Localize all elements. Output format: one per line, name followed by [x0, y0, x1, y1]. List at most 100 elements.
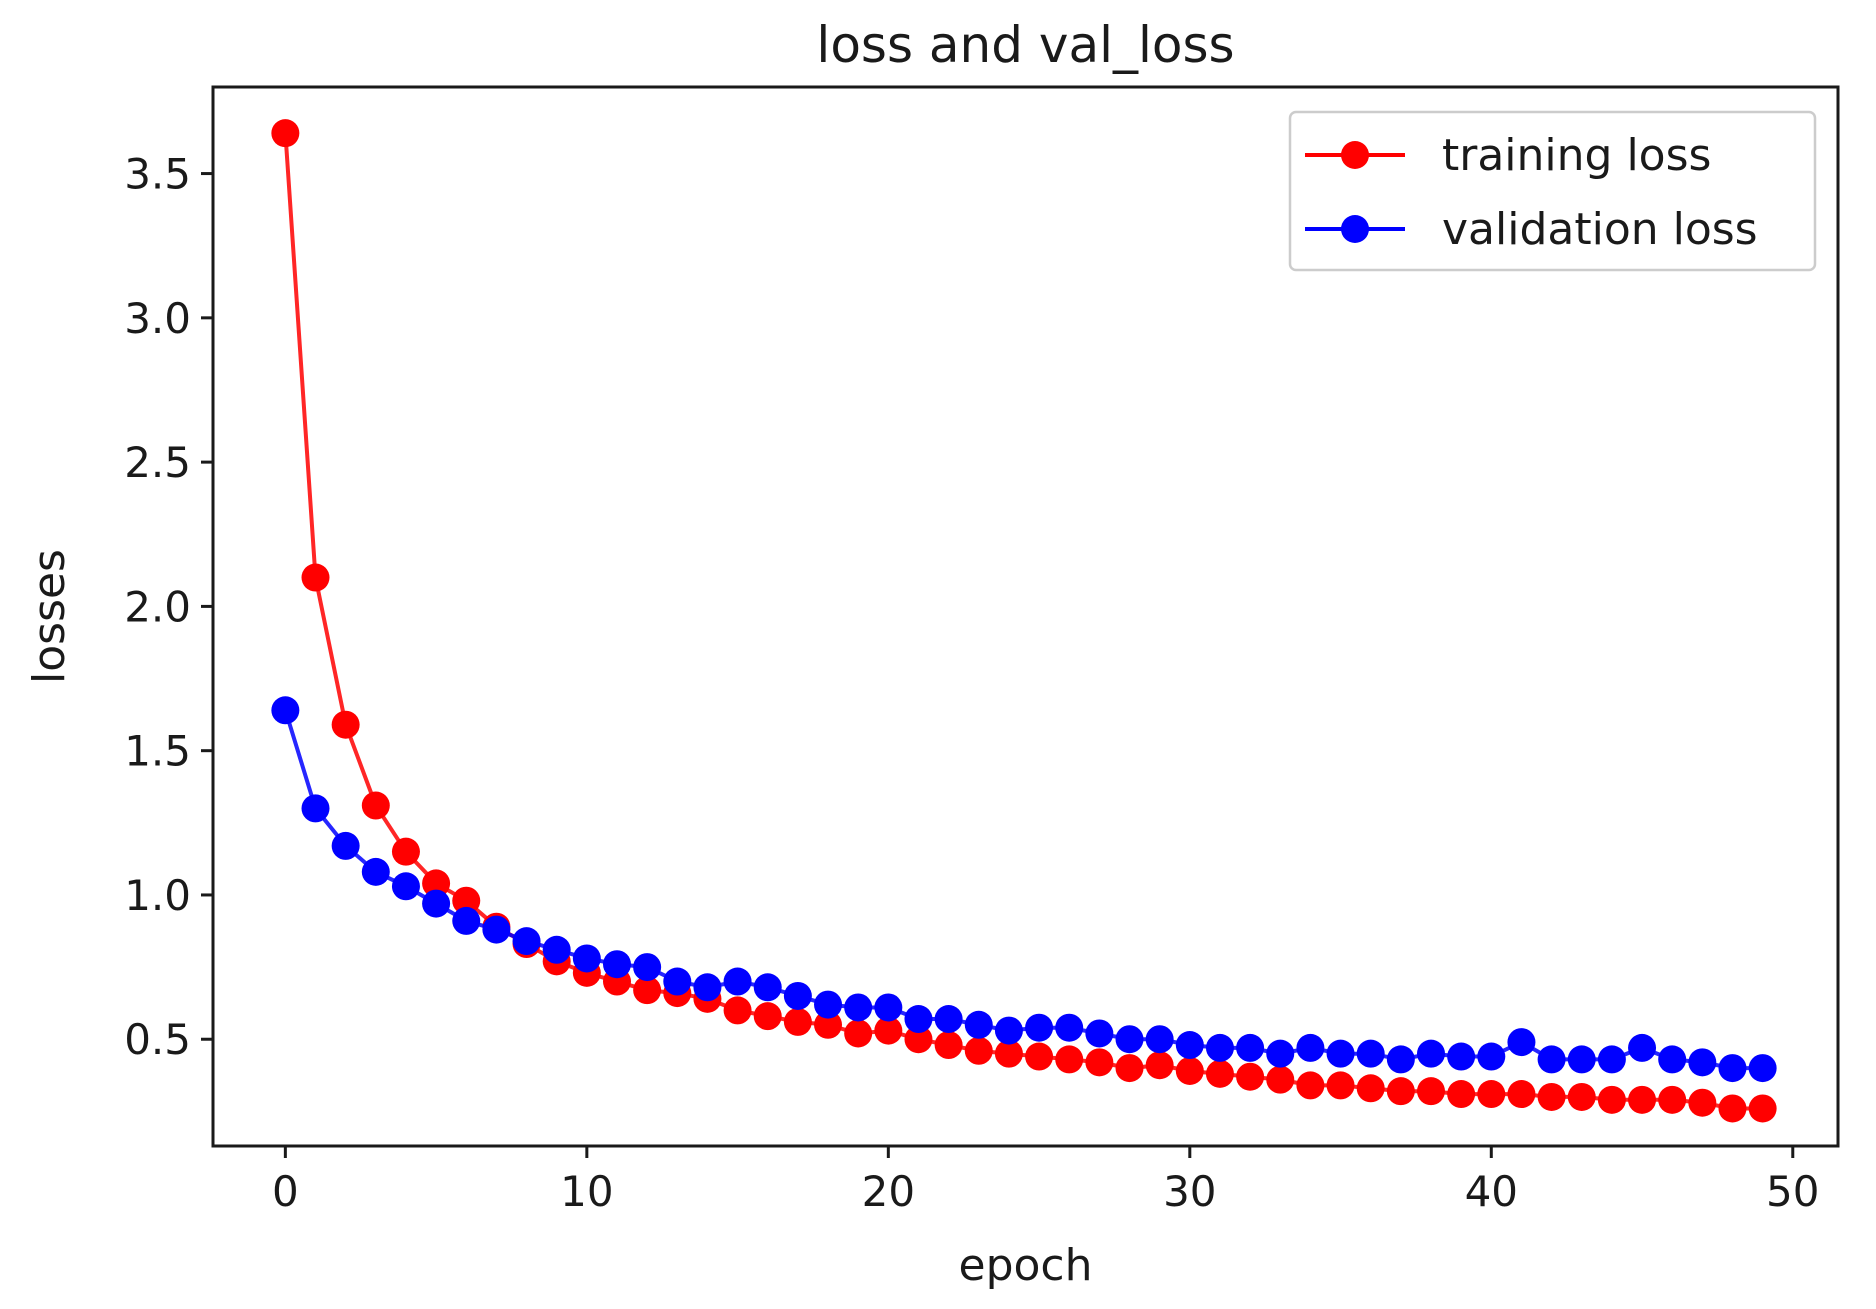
training-loss-point: [723, 996, 752, 1025]
validation-loss-point: [814, 990, 843, 1019]
legend-box: [1288, 110, 1817, 272]
validation-loss-point: [1597, 1045, 1626, 1074]
validation-loss-point: [633, 953, 662, 982]
validation-loss-point: [1205, 1033, 1234, 1062]
validation-loss-point: [1296, 1033, 1325, 1062]
validation-loss-point: [994, 1016, 1023, 1045]
validation-loss-point: [874, 993, 903, 1022]
legend: training loss validation loss: [1288, 110, 1817, 272]
y-tick-label: 3.0: [124, 294, 191, 343]
validation-loss-point: [572, 944, 601, 973]
validation-loss-point: [1085, 1019, 1114, 1048]
training-loss-point: [1597, 1085, 1626, 1114]
training-loss-point: [391, 837, 420, 866]
training-loss-point: [1266, 1065, 1295, 1094]
chart-title: loss and val_loss: [816, 16, 1234, 74]
validation-loss-point: [663, 967, 692, 996]
training-loss-series: [271, 119, 1777, 1123]
plot-area: [211, 85, 1840, 1148]
training-loss-point: [301, 563, 330, 592]
legend-swatch-marker: [1341, 215, 1369, 243]
training-loss-point: [1236, 1062, 1265, 1091]
validation-loss-point: [1628, 1033, 1657, 1062]
x-axis: 0 10 20 30 40 50: [272, 1146, 1820, 1216]
validation-loss-point: [1115, 1025, 1144, 1054]
legend-swatch-marker: [1341, 141, 1369, 169]
validation-loss-point: [783, 981, 812, 1010]
validation-loss-point: [1175, 1031, 1204, 1060]
training-loss-point: [1567, 1082, 1596, 1111]
y-tick-label: 0.5: [124, 1015, 191, 1064]
y-tick-label: 3.5: [124, 150, 191, 199]
training-loss-point: [422, 869, 451, 898]
training-loss-point: [1416, 1077, 1445, 1106]
validation-loss-point: [1326, 1039, 1355, 1068]
x-tick-label: 50: [1766, 1167, 1819, 1216]
validation-loss-point: [271, 696, 300, 725]
validation-loss-point: [1688, 1048, 1717, 1077]
x-tick-label: 40: [1465, 1167, 1518, 1216]
training-loss-point: [361, 791, 390, 820]
training-loss-point: [1326, 1071, 1355, 1100]
validation-loss-point: [1567, 1045, 1596, 1074]
series-layer: [271, 119, 1777, 1123]
validation-loss-point: [693, 973, 722, 1002]
training-loss-point: [1145, 1051, 1174, 1080]
x-tick-label: 0: [272, 1167, 299, 1216]
validation-loss-point: [452, 906, 481, 935]
legend-label: training loss: [1442, 130, 1711, 181]
y-tick-label: 2.0: [124, 582, 191, 631]
training-loss-point: [1055, 1045, 1084, 1074]
y-axis: 0.5 1.0 1.5 2.0 2.5 3.0 3.5: [124, 150, 213, 1064]
validation-loss-point: [1356, 1039, 1385, 1068]
legend-item-validation-loss: validation loss: [1305, 204, 1758, 255]
y-axis-label: losses: [24, 549, 75, 684]
validation-loss-point: [723, 967, 752, 996]
training-loss-point: [1447, 1080, 1476, 1109]
validation-loss-point: [602, 950, 631, 979]
validation-loss-point: [1447, 1042, 1476, 1071]
validation-loss-point: [1658, 1045, 1687, 1074]
training-loss-point: [1386, 1077, 1415, 1106]
training-loss-point: [1205, 1059, 1234, 1088]
training-loss-point: [783, 1007, 812, 1036]
training-loss-point: [1628, 1085, 1657, 1114]
y-tick-label: 1.5: [124, 727, 191, 776]
x-tick-label: 10: [560, 1167, 613, 1216]
x-axis-label: epoch: [959, 1240, 1093, 1291]
validation-loss-point: [1145, 1025, 1174, 1054]
validation-loss-point: [1416, 1039, 1445, 1068]
validation-loss-point: [1537, 1045, 1566, 1074]
training-loss-point: [1537, 1082, 1566, 1111]
training-loss-point: [1025, 1042, 1054, 1071]
validation-loss-point: [934, 1005, 963, 1034]
validation-loss-point: [1266, 1039, 1295, 1068]
training-loss-point: [633, 976, 662, 1005]
training-loss-point: [1688, 1088, 1717, 1117]
validation-loss-point: [391, 872, 420, 901]
training-loss-point: [331, 710, 360, 739]
training-loss-point: [814, 1010, 843, 1039]
y-tick-label: 1.0: [124, 871, 191, 920]
training-loss-point: [1356, 1074, 1385, 1103]
training-loss-point: [964, 1036, 993, 1065]
training-loss-point: [1115, 1054, 1144, 1083]
training-loss-point: [1085, 1048, 1114, 1077]
training-loss-point: [1748, 1094, 1777, 1123]
training-loss-point: [844, 1019, 873, 1048]
training-loss-point: [753, 1002, 782, 1031]
training-loss-point: [1175, 1056, 1204, 1085]
training-loss-line: [283, 133, 1763, 1111]
plot-frame: [211, 85, 1840, 1148]
training-loss-point: [874, 1016, 903, 1045]
validation-loss-point: [1477, 1042, 1506, 1071]
training-loss-point: [1477, 1080, 1506, 1109]
validation-loss-point: [1507, 1028, 1536, 1057]
validation-loss-point: [1055, 1013, 1084, 1042]
validation-loss-point: [1025, 1013, 1054, 1042]
training-loss-point: [934, 1031, 963, 1060]
validation-loss-line: [283, 709, 1763, 1071]
validation-loss-point: [1748, 1054, 1777, 1083]
validation-loss-series: [271, 696, 1777, 1083]
validation-loss-point: [422, 889, 451, 918]
